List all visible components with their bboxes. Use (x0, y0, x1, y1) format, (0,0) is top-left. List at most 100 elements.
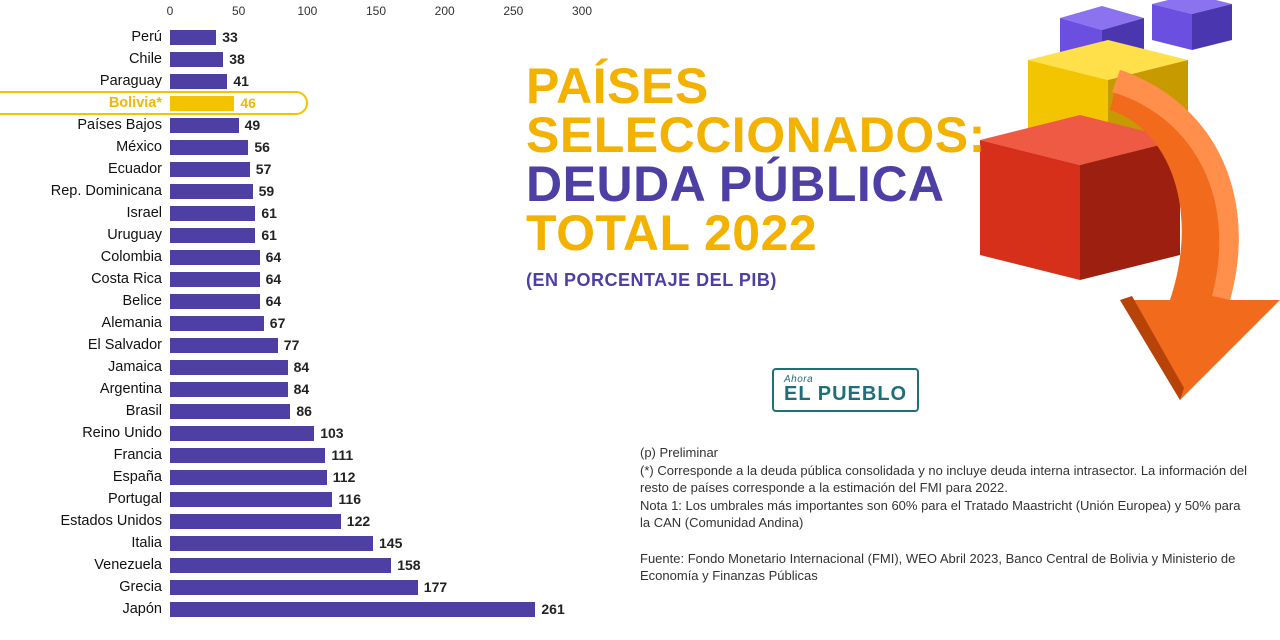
country-label: Portugal (0, 491, 170, 507)
bar-row: Jamaica84 (0, 356, 590, 378)
bar-track: 261 (170, 602, 590, 617)
bar-value: 158 (391, 557, 420, 573)
bar-row: México 56 (0, 136, 590, 158)
country-label: Venezuela (0, 557, 170, 573)
footnote-fuente: Fuente: Fondo Monetario Internacional (F… (640, 550, 1252, 585)
title-line-1: PAÍSES (526, 62, 1086, 111)
bar-value: 57 (250, 161, 272, 177)
bar-fill (170, 470, 327, 485)
footnote-preliminar: (p) Preliminar (640, 444, 1252, 462)
country-label: México (0, 139, 170, 155)
axis-tick: 250 (503, 4, 523, 18)
axis-tick: 100 (297, 4, 317, 18)
title-block: PAÍSES SELECCIONADOS: DEUDA PÚBLICA TOTA… (526, 62, 1086, 291)
bar-fill (170, 118, 239, 133)
country-label: Japón (0, 601, 170, 617)
country-label: Italia (0, 535, 170, 551)
bar-fill (170, 162, 250, 177)
bar-fill (170, 492, 332, 507)
bar-row: Paraguay 41 (0, 70, 590, 92)
bar-fill (170, 184, 253, 199)
country-label: Alemania (0, 315, 170, 331)
bar-track: 122 (170, 514, 590, 529)
bar-value: 56 (248, 139, 270, 155)
bar-value: 41 (227, 73, 249, 89)
bar-value: 64 (260, 271, 282, 287)
bar-track: 33 (170, 30, 590, 45)
country-label: España (0, 469, 170, 485)
bar-value: 49 (239, 117, 261, 133)
bar-fill (170, 360, 288, 375)
axis-tick: 200 (435, 4, 455, 18)
bar-row: Países Bajos 49 (0, 114, 590, 136)
bar-track: 64 (170, 294, 590, 309)
bar-row: Ecuador57 (0, 158, 590, 180)
bar-track: 177 (170, 580, 590, 595)
country-label: Estados Unidos (0, 513, 170, 529)
bar-row: Japón 261 (0, 598, 590, 620)
bar-row: Alemania 67 (0, 312, 590, 334)
country-label: Costa Rica (0, 271, 170, 287)
bar-fill (170, 338, 278, 353)
bar-track: 86 (170, 404, 590, 419)
bar-fill (170, 206, 255, 221)
bar-row: Costa Rica 64 (0, 268, 590, 290)
bar-row: Perú33 (0, 26, 590, 48)
bar-value: 116 (332, 491, 361, 507)
bar-track: 116 (170, 492, 590, 507)
country-label: El Salvador (0, 337, 170, 353)
bar-row: Rep. Dominicana59 (0, 180, 590, 202)
footnote-nota1: Nota 1: Los umbrales más importantes son… (640, 497, 1252, 532)
axis-tick: 0 (167, 4, 174, 18)
country-label: Argentina (0, 381, 170, 397)
bar-track: 103 (170, 426, 590, 441)
bar-track: 111 (170, 448, 590, 463)
bar-value: 64 (260, 293, 282, 309)
x-axis: 050100150200250300 (170, 4, 582, 20)
title-line-4: TOTAL 2022 (526, 209, 1086, 258)
bar-value: 84 (288, 359, 310, 375)
bar-row: Israel61 (0, 202, 590, 224)
country-label: Israel (0, 205, 170, 221)
country-label: Países Bajos (0, 117, 170, 133)
bar-row: El Salvador 77 (0, 334, 590, 356)
source-logo: Ahora EL PUEBLO (772, 368, 919, 412)
country-label: Colombia (0, 249, 170, 265)
bar-value: 103 (314, 425, 343, 441)
country-label: Paraguay (0, 73, 170, 89)
bar-value: 177 (418, 579, 447, 595)
bar-value: 38 (223, 51, 245, 67)
bar-track: 77 (170, 338, 590, 353)
bar-value: 61 (255, 227, 277, 243)
country-label: Bolivia* (0, 95, 170, 111)
bar-row: Venezuela 158 (0, 554, 590, 576)
debt-bar-chart: 050100150200250300 Perú33Chile38Paraguay… (0, 4, 590, 632)
bar-fill (170, 316, 264, 331)
country-label: Perú (0, 29, 170, 45)
bar-row: Argentina84 (0, 378, 590, 400)
bar-value: 145 (373, 535, 402, 551)
bar-fill (170, 558, 391, 573)
bar-value: 67 (264, 315, 286, 331)
bar-track: 84 (170, 382, 590, 397)
bar-row: Bolivia*46 (0, 92, 590, 114)
bar-fill (170, 96, 234, 111)
bar-row: Francia111 (0, 444, 590, 466)
country-label: Belice (0, 293, 170, 309)
bar-row: Reino Unido103 (0, 422, 590, 444)
bar-fill (170, 514, 341, 529)
bar-row: Colombia 64 (0, 246, 590, 268)
bar-list: Perú33Chile38Paraguay41Bolivia*46Países … (0, 26, 590, 620)
axis-tick: 50 (232, 4, 245, 18)
axis-tick: 150 (366, 4, 386, 18)
bar-row: España112 (0, 466, 590, 488)
bar-value: 77 (278, 337, 300, 353)
bar-fill (170, 426, 314, 441)
bar-fill (170, 272, 260, 287)
country-label: Rep. Dominicana (0, 183, 170, 199)
bar-fill (170, 74, 227, 89)
bar-value: 261 (535, 601, 564, 617)
bar-fill (170, 140, 248, 155)
bar-value: 64 (260, 249, 282, 265)
footnote-star: (*) Corresponde a la deuda pública conso… (640, 462, 1252, 497)
